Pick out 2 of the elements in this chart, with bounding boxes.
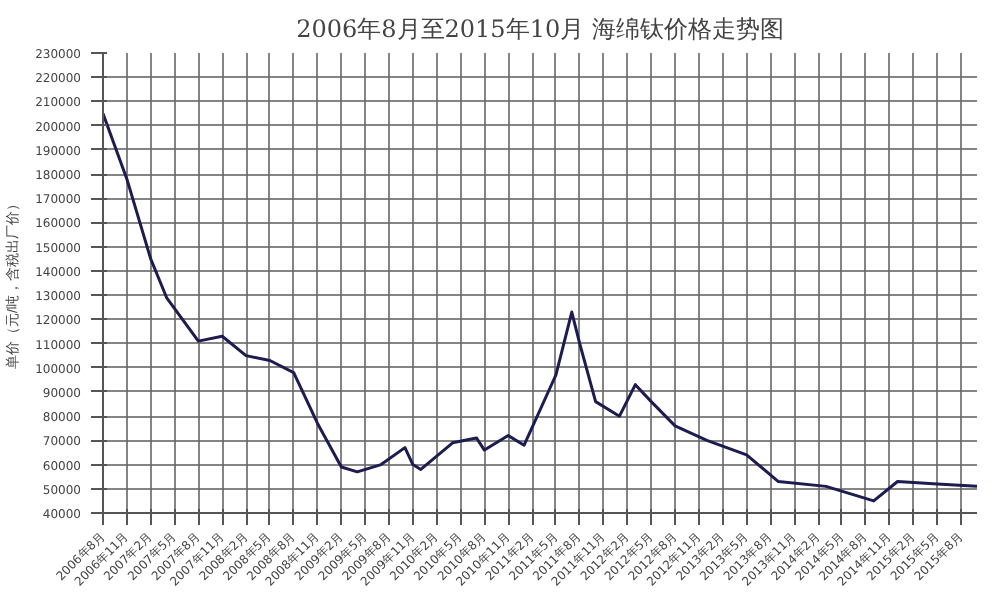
chart-title: 2006年8月至2015年10月 海绵钛价格走势图 [296,15,784,43]
line-series [103,112,977,503]
